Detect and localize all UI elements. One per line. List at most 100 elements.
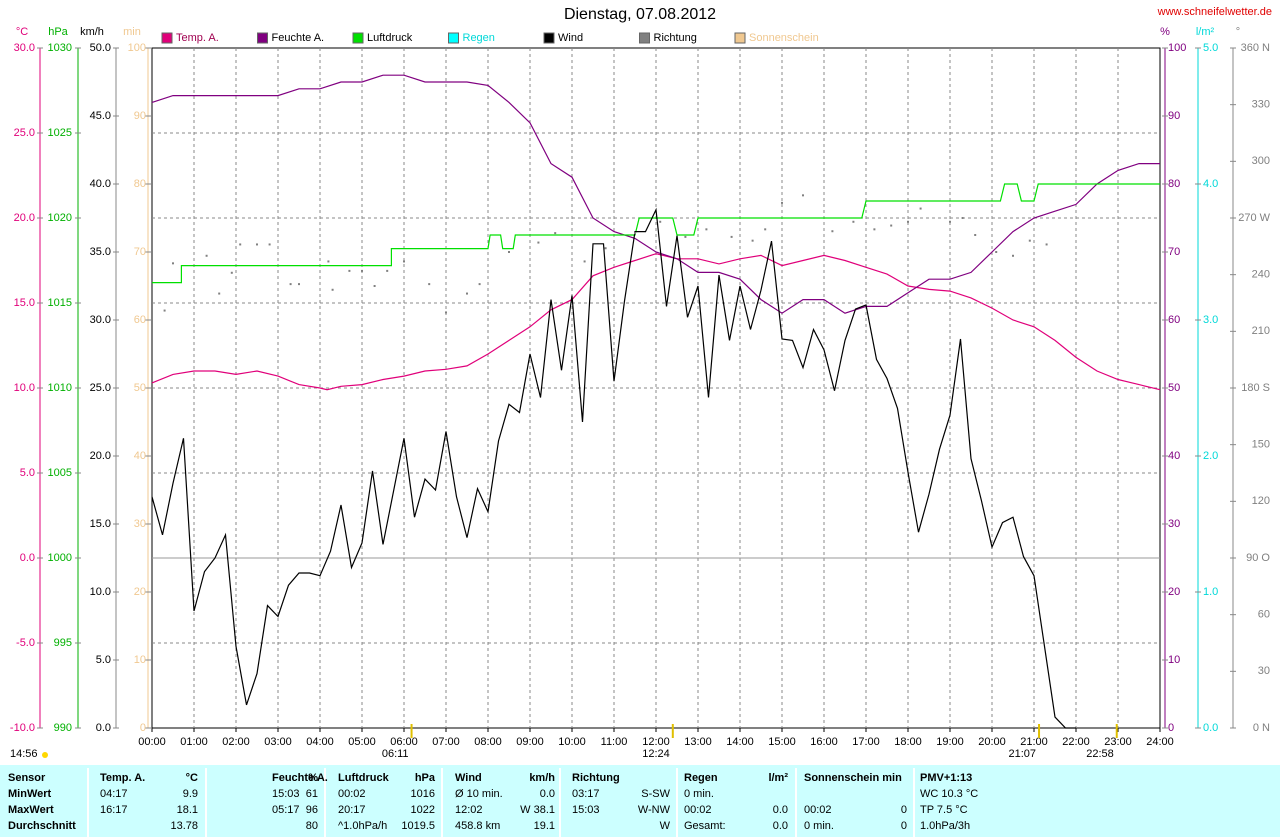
table-cell: 15:03 (572, 804, 600, 816)
direction-dot (1012, 254, 1014, 257)
x-tick-label: 24:00 (1146, 736, 1174, 748)
table-cell: 1.0hPa/3h (920, 820, 970, 832)
direction-dot (361, 269, 363, 272)
x-tick-label: 19:00 (936, 736, 964, 748)
direction-dot (831, 230, 834, 233)
y-tick-label: 0.0 (20, 552, 35, 564)
direction-dot (218, 292, 221, 295)
y-tick-label: 210 (1252, 325, 1270, 337)
direction-dot (604, 247, 607, 250)
x-tick-label: 01:00 (180, 736, 208, 748)
y-tick-label: 5.0 (1203, 42, 1218, 54)
table-cell: 19.1 (534, 820, 555, 832)
direction-dot (537, 241, 540, 244)
annotation-label: 22:58 (1086, 748, 1114, 760)
direction-dot (348, 269, 351, 272)
y-tick-label: 45.0 (90, 110, 111, 122)
y-tick-label: 100 (128, 42, 146, 54)
table-cell: 16:17 (100, 804, 128, 816)
y-tick-label: 70 (1168, 246, 1180, 258)
table-cell: ^1.0hPa/h (338, 820, 387, 832)
y-tick-label: 60 (1168, 314, 1180, 326)
y-tick-label: 60 (134, 314, 146, 326)
x-tick-label: 18:00 (894, 736, 922, 748)
table-cell: MaxWert (8, 804, 54, 816)
y-tick-label: 150 (1252, 439, 1270, 451)
legend-swatch (734, 32, 746, 44)
direction-dot (705, 228, 708, 231)
direction-dot (907, 220, 909, 223)
direction-dot (1028, 239, 1031, 242)
table-header: hPa (415, 772, 436, 784)
table-cell: 20:17 (338, 804, 366, 816)
y-tick-label: 1025 (48, 127, 72, 139)
chart-title: Dienstag, 07.08.2012 (564, 6, 716, 23)
y-tick-label: 10 (134, 654, 146, 666)
table-cell: 0.0 (773, 820, 788, 832)
direction-dot (634, 232, 636, 235)
series-line (151, 253, 1161, 391)
y-tick-label: 30 (134, 518, 146, 530)
table-cell: Gesamt: (684, 820, 726, 832)
direction-dot (802, 194, 804, 197)
table-cell: MinWert (8, 788, 52, 800)
y-tick-label: 30 (1258, 665, 1270, 677)
y-tick-label: 25.0 (90, 382, 111, 394)
y-tick-label: 5.0 (96, 654, 111, 666)
y-tick-label: 1.0 (1203, 586, 1218, 598)
legend-label: Regen (463, 32, 495, 44)
y-tick-label: -5.0 (16, 637, 35, 649)
table-cell: 96 (306, 804, 318, 816)
legend-label: Feuchte A. (272, 32, 325, 44)
y-tick-label: 10.0 (90, 586, 111, 598)
table-cell: 05:17 (272, 804, 300, 816)
y-tick-label: 10 (1168, 654, 1180, 666)
table-cell: 0.0 (773, 804, 788, 816)
series-line (152, 183, 1160, 284)
annotation-label: 12:24 (642, 748, 670, 760)
table-cell: 0 (901, 804, 907, 816)
y-tick-label: 20 (134, 586, 146, 598)
x-tick-label: 04:00 (306, 736, 334, 748)
y-tick-label: 120 (1252, 495, 1270, 507)
y-tick-label: 30.0 (14, 42, 35, 54)
series-line (151, 74, 1160, 314)
table-cell: S-SW (641, 788, 670, 800)
x-tick-label: 21:00 (1020, 736, 1048, 748)
direction-dot (289, 283, 292, 286)
table-cell: 0 min. (804, 820, 834, 832)
table-cell: Ø 10 min. (455, 788, 503, 800)
table-cell: 00:02 (338, 788, 366, 800)
table-header: Temp. A. (100, 772, 145, 784)
x-tick-label: 00:00 (138, 736, 166, 748)
table-cell: 0.0 (540, 788, 555, 800)
y-tick-label: 300 (1252, 155, 1270, 167)
table-cell: 80 (306, 820, 318, 832)
y-tick-label: 360 N (1241, 42, 1270, 54)
x-tick-label: 22:00 (1062, 736, 1090, 748)
y-tick-label: 10.0 (14, 382, 35, 394)
direction-dot (230, 271, 233, 274)
table-header: % (308, 772, 318, 784)
y-tick-label: 30 (1168, 518, 1180, 530)
direction-dot (852, 220, 855, 223)
direction-dot (684, 235, 687, 238)
table-header: Luftdruck (338, 772, 390, 784)
legend-swatch (352, 32, 364, 44)
direction-dot (730, 235, 733, 238)
y-tick-label: 100 (1168, 42, 1186, 54)
x-tick-label: 03:00 (264, 736, 292, 748)
table-cell: 1022 (411, 804, 435, 816)
y-tick-label: 0 N (1253, 722, 1270, 734)
y-tick-label: 1030 (48, 42, 72, 54)
axis-unit: % (1160, 26, 1170, 38)
y-tick-label: 0.0 (1203, 722, 1218, 734)
direction-dot (428, 283, 431, 286)
table-cell: W (660, 820, 671, 832)
y-tick-label: 60 (1258, 609, 1270, 621)
direction-dot (508, 251, 510, 253)
y-tick-label: 1005 (48, 467, 72, 479)
direction-dot (764, 228, 767, 231)
y-tick-label: 40 (134, 450, 146, 462)
